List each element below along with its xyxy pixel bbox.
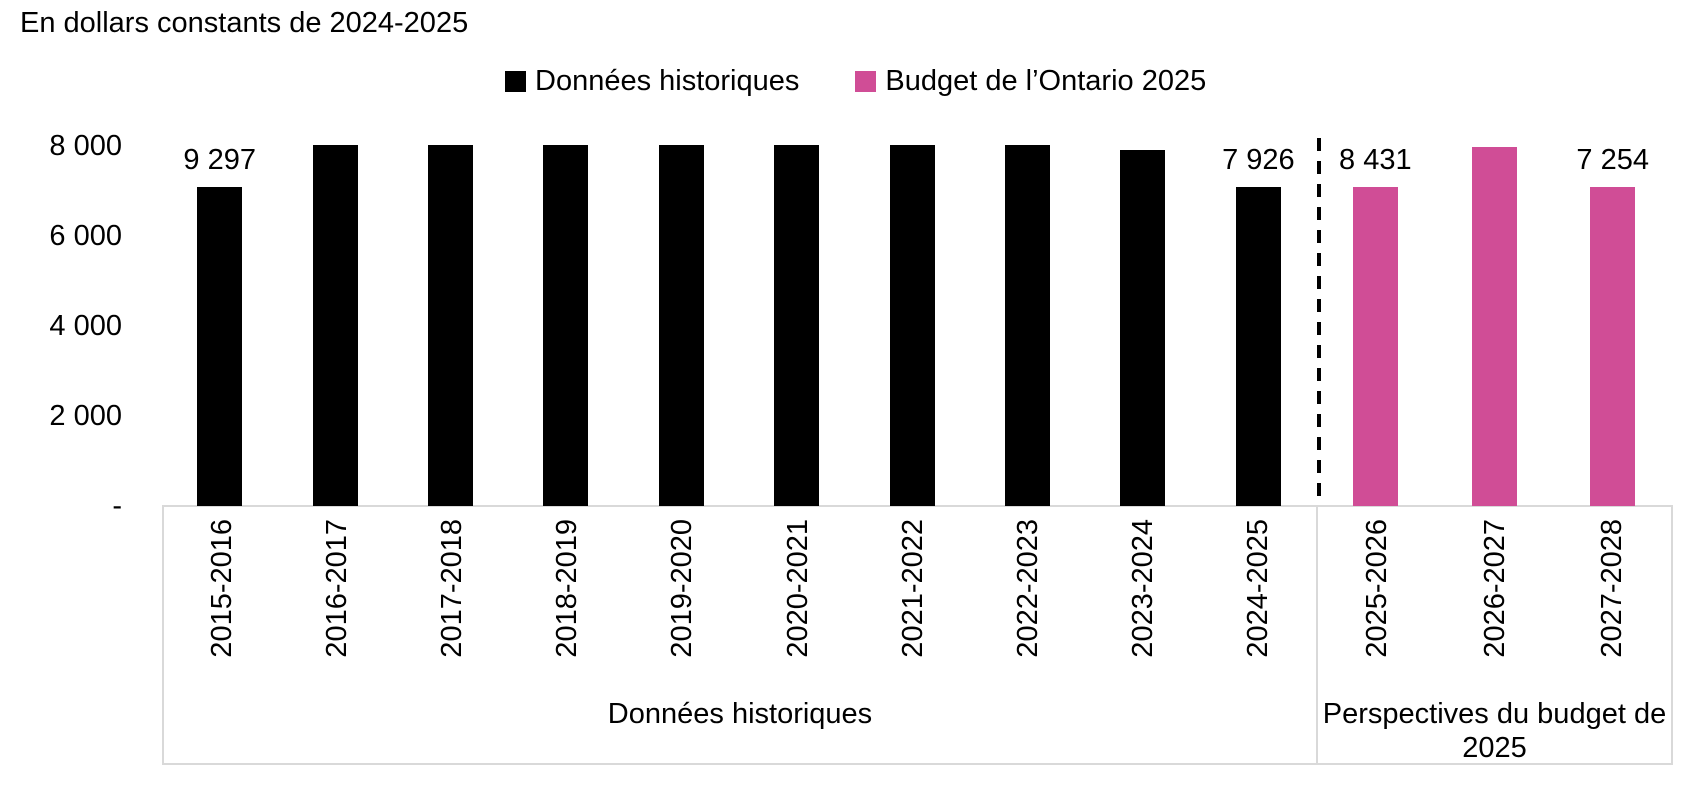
x-tick-slot-2027-2028: 2027-2028	[1553, 519, 1671, 699]
x-tick-label-2018-2019: 2018-2019	[551, 519, 584, 658]
bar-slot-2026-2027	[1435, 145, 1554, 506]
bar-slot-2022-2023	[970, 145, 1085, 506]
x-tick-label-2017-2018: 2017-2018	[436, 519, 468, 658]
x-tick-slot-2018-2019: 2018-2019	[510, 519, 625, 699]
bar-slot-2020-2021	[739, 145, 854, 506]
x-tick-slot-2016-2017: 2016-2017	[279, 519, 394, 699]
bar-slot-2017-2018	[393, 145, 508, 506]
x-tick-label-2026-2027: 2026-2027	[1478, 519, 1511, 658]
bar-2025-2026	[1352, 187, 1398, 506]
x-tick-slot-2022-2023: 2022-2023	[970, 519, 1085, 699]
legend-swatch-budget-icon	[855, 70, 877, 92]
bar-2016-2017	[312, 145, 358, 506]
x-axis-labels-historical: 2015-2016 2016-2017 2017-2018 2018-2019 2019…	[164, 519, 1316, 699]
x-tick-label-2020-2021: 2020-2021	[781, 519, 814, 658]
group-caption-historical: Données historiques	[607, 698, 873, 730]
bar-slot-2025-2026: 8 431	[1316, 145, 1435, 506]
x-tick-label-2015-2016: 2015-2016	[205, 519, 238, 658]
bar-2017-2018	[428, 145, 474, 506]
forecast-divider-dashed-line	[1317, 138, 1321, 506]
bar-2019-2020	[658, 145, 704, 506]
legend-label-budget: Budget de l’Ontario 2025	[885, 64, 1207, 97]
bar-2020-2021	[774, 145, 820, 506]
legend-swatch-historical-icon	[505, 70, 526, 92]
bar-2023-2024	[1120, 150, 1166, 506]
bar-slot-2023-2024	[1085, 145, 1200, 506]
x-axis-labels-forecast: 2025-2026 2026-2027 2027-2028	[1318, 519, 1671, 699]
x-tick-label-2027-2028: 2027-2028	[1596, 519, 1629, 658]
x-tick-label-2025-2026: 2025-2026	[1360, 519, 1393, 658]
plot-area: 9 297 7 926 8 431 7 254	[162, 145, 1672, 506]
x-tick-label-2016-2017: 2016-2017	[320, 519, 353, 658]
forecast-label-box: 2025-2026 2026-2027 2027-2028 Perspectives…	[1316, 505, 1673, 765]
bar-slot-2027-2028: 7 254	[1553, 145, 1672, 506]
bar-2026-2027	[1471, 147, 1517, 506]
bar-value-label-2024-2025: 7 926	[1222, 144, 1295, 176]
x-tick-label-2021-2022: 2021-2022	[896, 519, 929, 658]
bar-2021-2022	[889, 145, 935, 506]
bar-slot-2015-2016: 9 297	[162, 145, 277, 506]
x-tick-slot-2015-2016: 2015-2016	[164, 519, 279, 699]
historical-label-box: 2015-2016 2016-2017 2017-2018 2018-2019 2019…	[162, 505, 1318, 765]
bar-slot-2018-2019	[508, 145, 623, 506]
bar-group-budget: 8 431 7 254	[1316, 145, 1672, 506]
x-tick-slot-2025-2026: 2025-2026	[1318, 519, 1436, 699]
bar-slot-2016-2017	[277, 145, 392, 506]
bar-2015-2016	[197, 187, 243, 506]
legend-item-budget: Budget de l’Ontario 2025	[855, 65, 1206, 98]
y-tick-zero: -	[112, 490, 122, 522]
bar-value-label-2027-2028: 7 254	[1576, 144, 1649, 176]
x-tick-slot-2019-2020: 2019-2020	[625, 519, 740, 699]
x-tick-slot-2017-2018: 2017-2018	[394, 519, 509, 699]
bar-2018-2019	[543, 145, 589, 506]
y-tick-2000: 2 000	[49, 400, 122, 432]
x-tick-label-2022-2023: 2022-2023	[1012, 519, 1045, 658]
x-tick-label-2024-2025: 2024-2025	[1242, 519, 1275, 658]
bar-2027-2028	[1590, 187, 1636, 506]
x-tick-slot-2023-2024: 2023-2024	[1086, 519, 1201, 699]
bar-2022-2023	[1005, 145, 1051, 506]
y-tick-6000: 6 000	[49, 220, 122, 252]
bar-slot-2019-2020	[624, 145, 739, 506]
y-tick-4000: 4 000	[49, 310, 122, 342]
y-tick-8000: 8 000	[49, 130, 122, 162]
bar-group-historical: 9 297 7 926	[162, 145, 1316, 506]
x-tick-slot-2024-2025: 2024-2025	[1201, 519, 1316, 699]
group-caption-forecast: Perspectives du budget de 2025	[1322, 698, 1667, 764]
bar-value-label-2015-2016: 9 297	[183, 144, 256, 176]
bar-2024-2025	[1235, 187, 1281, 506]
bar-slot-2024-2025: 7 926	[1201, 145, 1316, 506]
y-axis: 8 000 6 000 4 000 2 000 -	[0, 0, 122, 786]
x-tick-slot-2021-2022: 2021-2022	[855, 519, 970, 699]
bar-slot-2021-2022	[854, 145, 969, 506]
legend: Données historiques Budget de l’Ontario …	[505, 63, 1206, 99]
x-tick-label-2023-2024: 2023-2024	[1127, 519, 1160, 658]
legend-label-historical: Données historiques	[535, 64, 800, 97]
bar-value-label-2025-2026: 8 431	[1339, 144, 1412, 176]
x-tick-label-2019-2020: 2019-2020	[666, 519, 699, 658]
x-tick-slot-2026-2027: 2026-2027	[1436, 519, 1554, 699]
chart-units-subtitle: En dollars constants de 2024-2025	[20, 7, 469, 39]
x-tick-slot-2020-2021: 2020-2021	[740, 519, 855, 699]
legend-item-historical: Données historiques	[505, 65, 799, 98]
